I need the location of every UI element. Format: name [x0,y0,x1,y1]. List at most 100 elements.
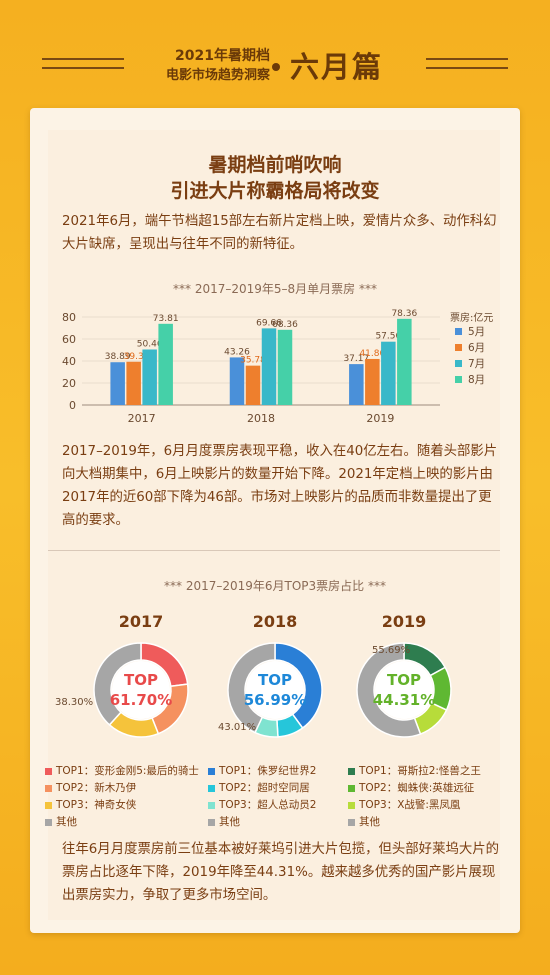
bar-2019-5月 [349,364,364,405]
legend-label: TOP3：X战警:黑凤凰 [359,799,461,811]
bar-value-label: 68.36 [272,320,298,330]
legend-item: 其他 [45,814,199,831]
legend-swatch [455,344,462,351]
y-tick-label: 80 [62,311,76,324]
donut-chart-2019 [356,642,452,738]
conclusion-paragraph: 往年6月月度票房前三位基本被好莱坞引进大片包揽，但头部好莱坞大片的票房占比逐年下… [62,842,500,903]
bar-2017-7月 [142,349,157,405]
bar-2019-6月 [365,358,380,405]
legend-item: TOP1：变形金刚5:最后的骑士 [45,763,199,780]
legend-label: TOP3：超人总动员2 [219,799,317,811]
legend-label: 其他 [359,816,380,828]
bar-value-label: 43.26 [224,347,250,357]
y-tick-label: 0 [69,399,76,412]
content-card-inner [48,130,500,920]
bar-2018-6月 [245,365,261,405]
header-line-left-top [42,58,124,60]
legend-swatch [455,328,462,335]
pie-chart-title: *** 2017–2019年6月TOP3票房占比 *** [164,579,386,593]
header-dot [272,63,280,71]
bar-2019-7月 [381,341,396,405]
bar-2017-6月 [126,361,141,405]
donut-hole [375,661,433,719]
donut-chart-2018 [227,642,323,738]
donut-top-percent: 61.70% [109,691,173,709]
header-line1: 2021年暑期档 [175,48,270,64]
header-line-right-top [426,58,508,60]
legend-label: 5月 [468,326,485,338]
bar-2017-8月 [158,323,173,405]
bar-2018-5月 [229,357,245,405]
bar-value-label: 69.66 [256,318,282,328]
bar-2018-7月 [261,328,277,405]
donut-top-percent: 56.99% [243,691,307,709]
bar-value-label: 50.46 [137,339,163,349]
legend-item: TOP1：哥斯拉2:怪兽之王 [348,763,481,780]
legend-item: TOP1：侏罗纪世界2 [208,763,316,780]
legend-label: TOP2：蜘蛛侠:英雄远征 [359,782,475,794]
legend-swatch [45,819,52,826]
donut-slice [227,642,276,734]
bar-2018-8月 [277,329,293,405]
divider [48,550,500,551]
legend-swatch [208,768,215,775]
header-subtitle: 2021年暑期档 电影市场趋势洞察 [140,46,270,86]
y-tick-label: 20 [62,377,76,390]
legend-swatch [208,819,215,826]
donut-hole [112,661,170,719]
legend-swatch [208,802,215,809]
legend-label: 其他 [219,816,240,828]
legend-label: TOP1：侏罗纪世界2 [219,765,317,777]
legend-label: TOP3：神奇女侠 [56,799,137,811]
legend-item: TOP3：X战警:黑凤凰 [348,797,481,814]
section-title-1: 暑期档前哨吹响 [208,154,342,176]
header-title: 六月篇 [290,50,384,84]
legend-item: 其他 [348,814,481,831]
legend-swatch [455,360,462,367]
donut-top-percent: 44.31% [372,691,436,709]
legend-item: TOP3：神奇女侠 [45,797,199,814]
header-line-left-bottom [42,67,124,69]
x-tick-label: 2018 [247,412,275,425]
section-title-2: 引进大片称霸格局将改变 [170,180,380,202]
legend-item: TOP2：新木乃伊 [45,780,199,797]
legend-swatch [348,819,355,826]
legend-swatch [45,802,52,809]
legend-item: TOP2：蜘蛛侠:英雄远征 [348,780,481,797]
intro-paragraph: 2021年6月，端午节档超15部左右新片定档上映，爱情片众多、动作科幻大片缺席，… [62,214,497,252]
legend-item: TOP2：超时空同居 [208,780,316,797]
legend-label: 7月 [468,358,485,370]
legend-swatch [45,785,52,792]
legend-swatch [348,785,355,792]
legend-label: TOP1：变形金刚5:最后的骑士 [56,765,199,777]
bar-value-label: 78.36 [391,309,417,319]
legend-item: TOP3：超人总动员2 [208,797,316,814]
bar-2017-5月 [110,362,125,405]
legend-swatch [455,376,462,383]
donut-year-label: 2017 [118,612,164,631]
legend-swatch [348,802,355,809]
donut-legend-2018: TOP1：侏罗纪世界2 TOP2：超时空同居 TOP3：超人总动员2 其他 [208,763,316,831]
bar-value-label: 41.86 [359,349,385,359]
bar-value-label: 73.81 [153,314,179,324]
bar-2019-8月 [397,318,412,405]
legend-label: TOP2：超时空同居 [219,782,310,794]
legend-label: 8月 [468,374,485,386]
legend-swatch [348,768,355,775]
unit-label: 票房:亿元 [450,311,493,324]
donut-center-label: TOP 44.31% [354,670,454,710]
donut-chart-2017 [93,642,189,738]
donut-legend-2017: TOP1：变形金刚5:最后的骑士 TOP2：新木乃伊 TOP3：神奇女侠 其他 [45,763,199,831]
donut-hole [246,661,304,719]
donut-other-percent: 38.30% [55,697,94,708]
donut-top-text: TOP [124,671,158,689]
donut-legend-2019: TOP1：哥斯拉2:怪兽之王 TOP2：蜘蛛侠:英雄远征 TOP3：X战警:黑凤凰其… [348,763,481,831]
donut-year-label: 2018 [252,612,298,631]
header-line2: 电影市场趋势洞察 [165,68,270,83]
legend-label: 其他 [56,816,77,828]
donut-other-percent: 43.01% [218,722,257,733]
x-tick-label: 2019 [366,412,394,425]
legend-label: TOP1：哥斯拉2:怪兽之王 [359,765,481,777]
bar-value-label: 57.56 [375,332,401,342]
